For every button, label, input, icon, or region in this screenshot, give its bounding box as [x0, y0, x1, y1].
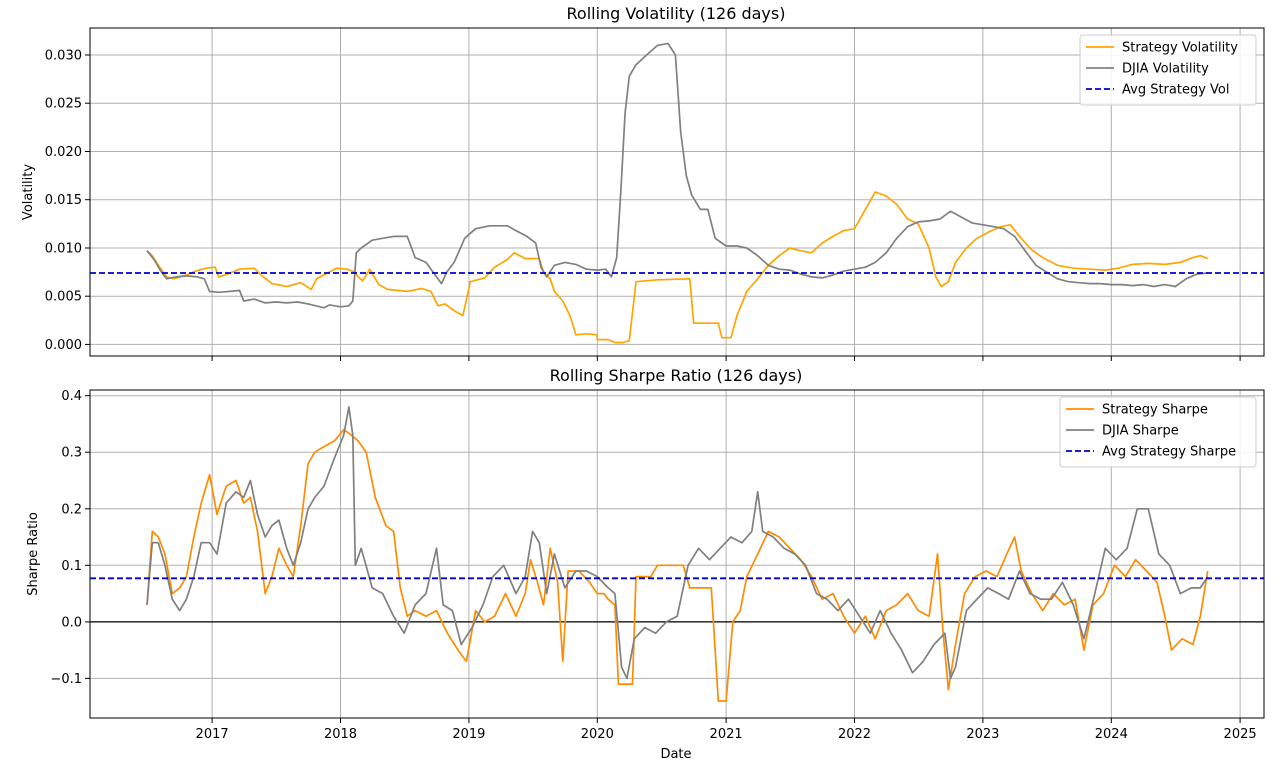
- x-tick-label: 2019: [452, 727, 485, 742]
- sharpe-y-tick-label: 0.2: [61, 502, 82, 517]
- sharpe-y-tick-label: 0.3: [61, 446, 82, 461]
- volatility-plot-frame: [89, 27, 1265, 357]
- x-tick-label: 2020: [581, 727, 614, 742]
- volatility-series: [90, 42, 1264, 344]
- sharpe-ticks: 2017 2018 2019 2020 2021 2022 2023 2024 2025 −0.1…: [50, 389, 1256, 742]
- djia-sharpe-legend-label: DJIA Sharpe: [1102, 424, 1179, 439]
- x-axis-label: Date: [660, 747, 691, 762]
- x-tick-label: 2021: [710, 727, 743, 742]
- volatility-y-tick-label: 0.015: [45, 193, 82, 208]
- volatility-chart-title: Rolling Volatility (126 days): [567, 4, 786, 23]
- djia-volatility-line: [146, 42, 1208, 309]
- volatility-y-tick-label: 0.000: [45, 338, 82, 353]
- x-tick-label: 2024: [1095, 727, 1128, 742]
- djia-volatility-legend-label: DJIA Volatility: [1122, 62, 1209, 77]
- sharpe-panel: Rolling Sharpe Ratio (126 days) 2017 2018…: [26, 366, 1265, 762]
- volatility-y-tick-label: 0.030: [45, 49, 82, 64]
- volatility-y-tick-label: 0.020: [45, 145, 82, 160]
- sharpe-y-tick-label: 0.1: [61, 559, 82, 574]
- sharpe-series: [90, 406, 1264, 702]
- volatility-grid: [90, 28, 1264, 356]
- sharpe-y-tick-label: 0.4: [61, 389, 82, 404]
- strategy-volatility-line: [146, 191, 1209, 344]
- sharpe-y-axis-label: Sharpe Ratio: [26, 512, 41, 596]
- x-tick-label: 2017: [196, 727, 229, 742]
- volatility-ticks: 0.000 0.005 0.010 0.015 0.020 0.025 0.030: [45, 49, 1241, 361]
- sharpe-y-tick-label: −0.1: [50, 672, 82, 687]
- volatility-y-tick-label: 0.025: [45, 97, 82, 112]
- volatility-y-tick-label: 0.005: [45, 290, 82, 305]
- volatility-legend: Strategy Volatility DJIA Volatility Avg St…: [1079, 34, 1257, 106]
- sharpe-plot-frame: [89, 389, 1265, 719]
- sharpe-chart-title: Rolling Sharpe Ratio (126 days): [550, 366, 803, 385]
- x-tick-label: 2018: [324, 727, 357, 742]
- djia-sharpe-line: [146, 406, 1209, 680]
- volatility-legend-box: [1079, 34, 1257, 106]
- strategy-sharpe-legend-label: Strategy Sharpe: [1102, 403, 1208, 418]
- volatility-y-tick-label: 0.010: [45, 242, 82, 257]
- strategy-volatility-legend-label: Strategy Volatility: [1122, 41, 1238, 56]
- x-tick-label: 2023: [966, 727, 999, 742]
- x-tick-label: 2025: [1224, 727, 1257, 742]
- avg-strategy-sharpe-legend-label: Avg Strategy Sharpe: [1102, 445, 1236, 460]
- avg-strategy-vol-legend-label: Avg Strategy Vol: [1122, 83, 1230, 98]
- sharpe-legend: Strategy Sharpe DJIA Sharpe Avg Strategy S…: [1059, 396, 1257, 468]
- volatility-panel: Rolling Volatility (126 days) 0.000 0.005…: [21, 4, 1265, 361]
- sharpe-y-tick-label: 0.0: [61, 615, 82, 630]
- strategy-sharpe-line: [146, 428, 1209, 702]
- x-tick-label: 2022: [838, 727, 871, 742]
- sharpe-legend-box: [1059, 396, 1257, 468]
- volatility-y-axis-label: Volatility: [21, 164, 36, 220]
